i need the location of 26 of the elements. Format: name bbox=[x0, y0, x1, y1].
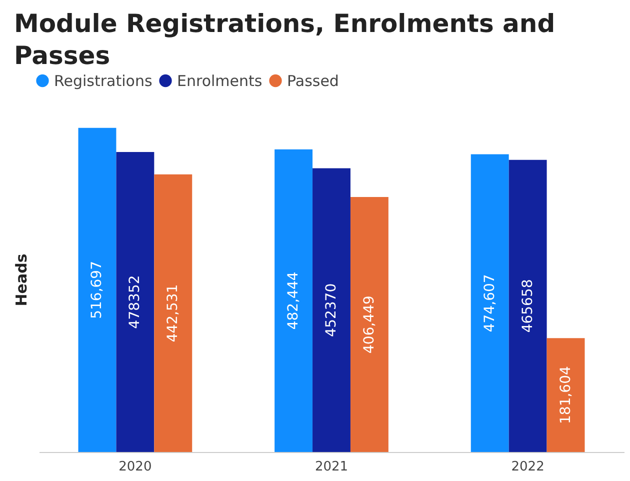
legend-label: Registrations bbox=[54, 72, 152, 90]
data-label: 465658 bbox=[520, 279, 536, 333]
bar bbox=[508, 160, 547, 452]
data-label: 474,607 bbox=[482, 274, 498, 332]
bar bbox=[154, 174, 192, 452]
data-label: 406,449 bbox=[361, 296, 378, 354]
data-label: 452370 bbox=[324, 283, 340, 337]
x-tick-label: 2022 bbox=[511, 460, 544, 474]
bar bbox=[274, 149, 313, 452]
data-label: 442,531 bbox=[165, 284, 182, 342]
bar bbox=[116, 152, 154, 452]
bar bbox=[350, 197, 388, 452]
legend-label: Passed bbox=[287, 72, 339, 90]
y-axis-title: Heads bbox=[12, 254, 30, 306]
data-label: 181,604 bbox=[558, 366, 574, 424]
chart-title: Module Registrations, Enrolments and Passes bbox=[14, 9, 556, 70]
data-label: 516,697 bbox=[89, 260, 106, 319]
data-label: 482,444 bbox=[286, 272, 302, 330]
x-tick-label: 2020 bbox=[118, 460, 152, 474]
bar bbox=[78, 128, 116, 452]
data-label: 478352 bbox=[127, 275, 144, 329]
bar bbox=[546, 338, 585, 452]
bar bbox=[312, 168, 350, 452]
bar bbox=[470, 154, 509, 452]
legend-label: Enrolments bbox=[177, 72, 262, 90]
x-tick-label: 2021 bbox=[314, 460, 348, 474]
